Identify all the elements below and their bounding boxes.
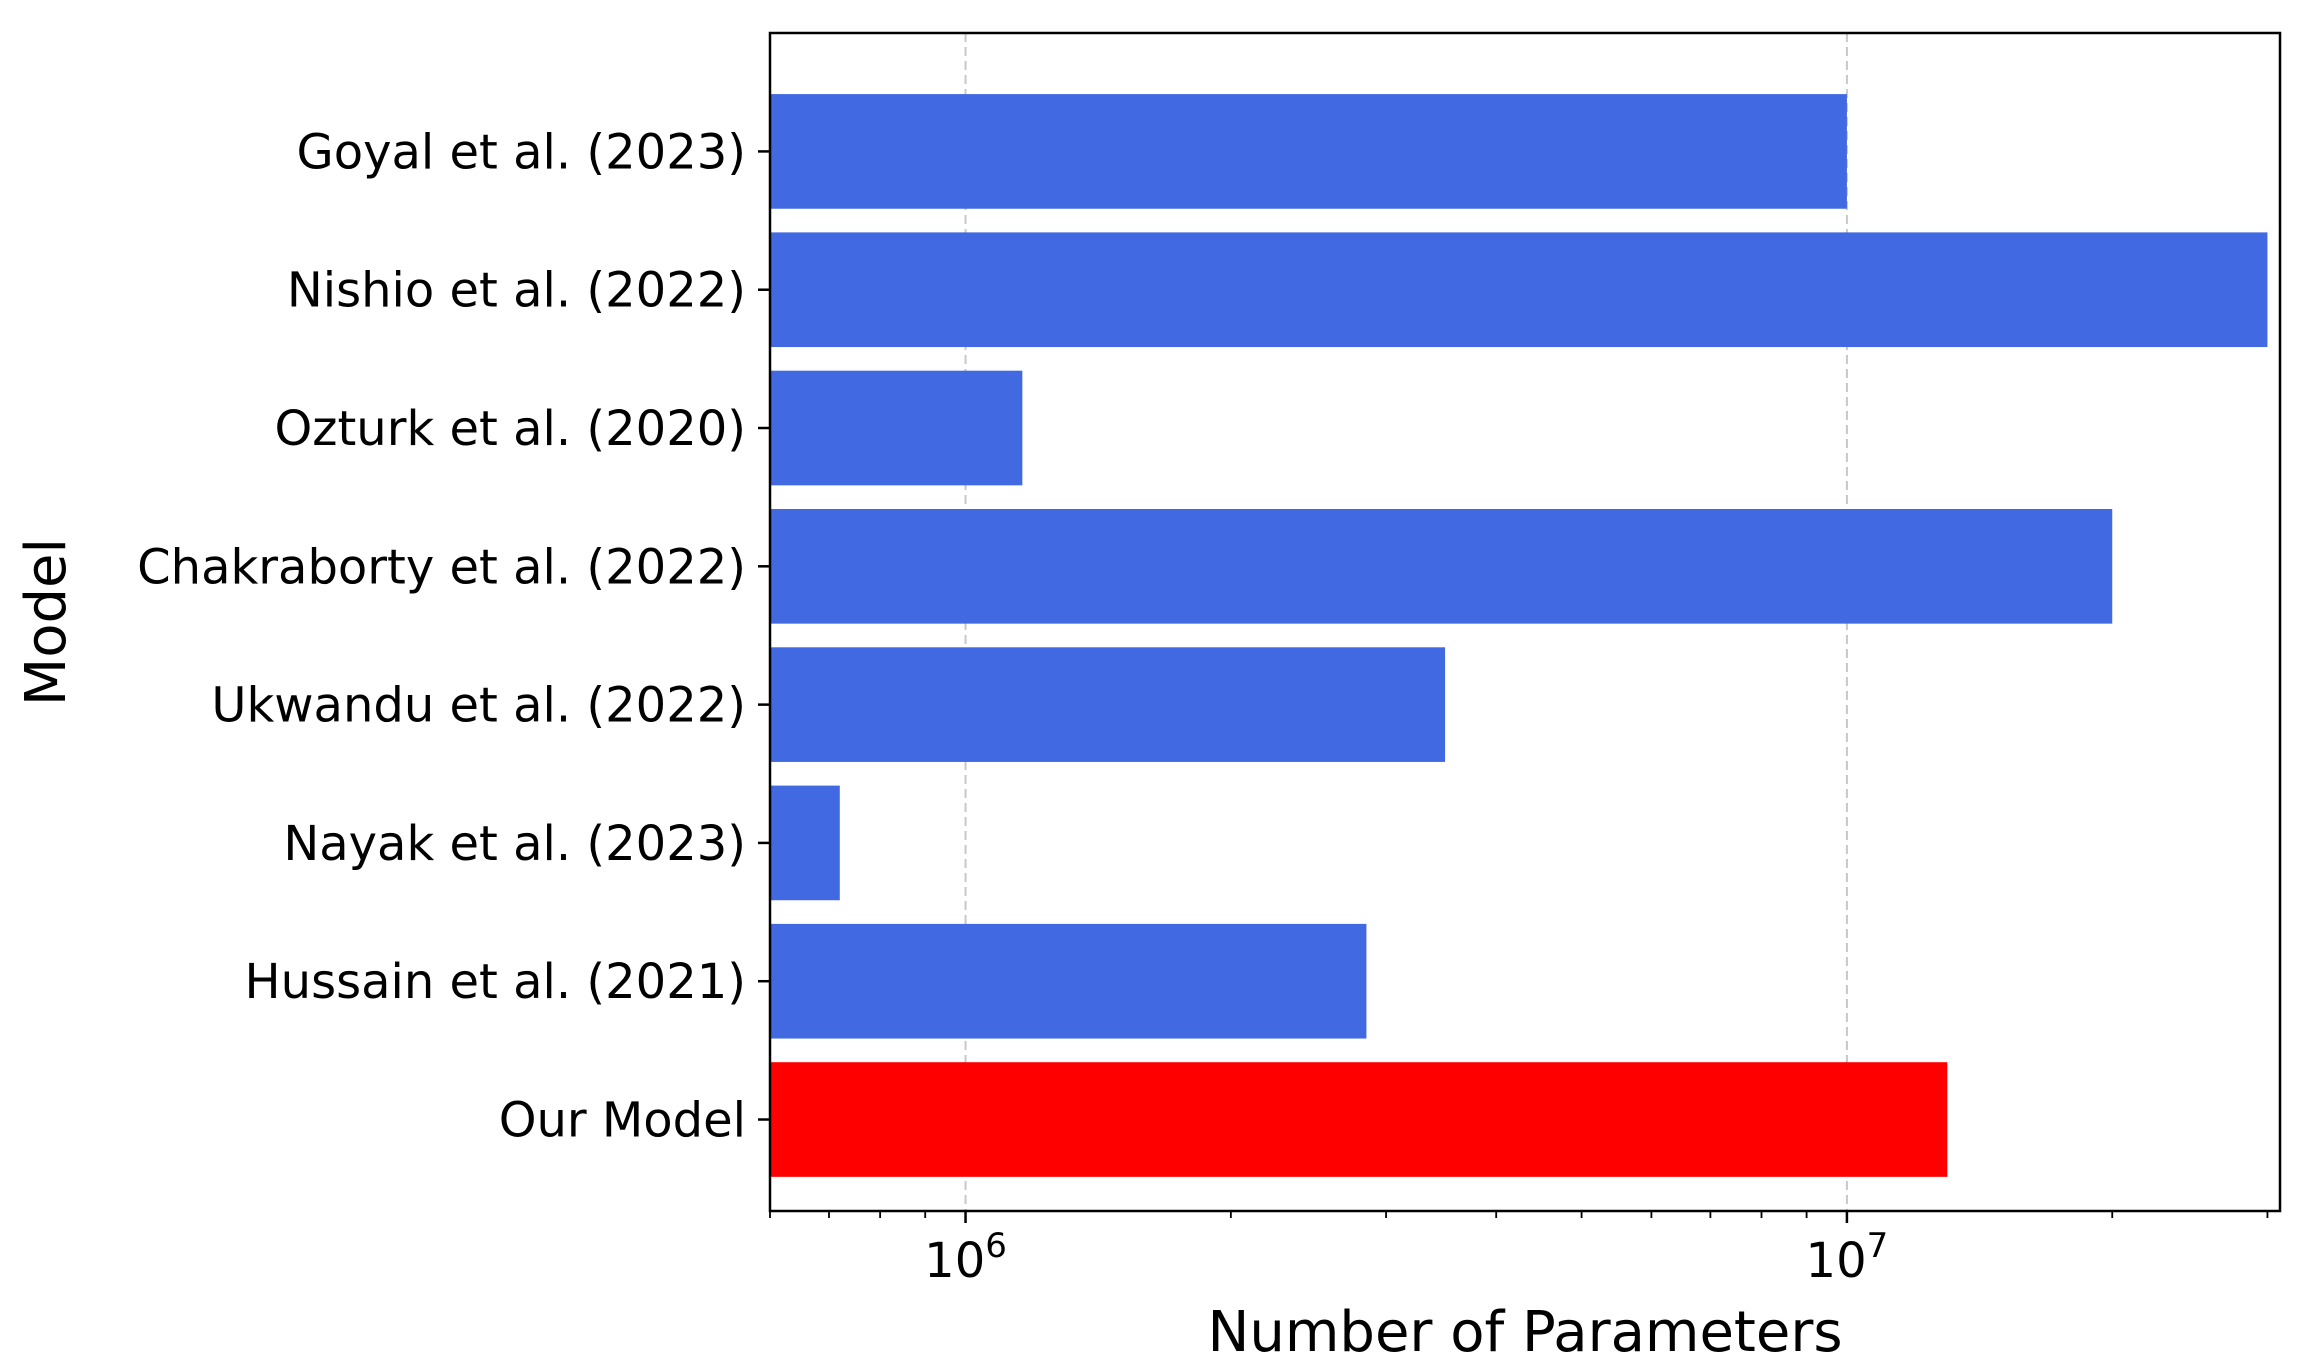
y-tick-label: Nishio et al. (2022) [287, 263, 746, 319]
y-tick-label: Chakraborty et al. (2022) [137, 539, 746, 595]
plot-frame [768, 31, 2282, 1213]
x-axis-title: Number of Parameters [1207, 1300, 1842, 1364]
y-axis-title: Model [14, 538, 79, 706]
x-tick-label: 106 [924, 1226, 1007, 1289]
y-tick-label: Nayak et al. (2023) [283, 816, 746, 872]
y-tick-label: Our Model [499, 1093, 746, 1149]
bar [770, 94, 1847, 209]
bar [770, 370, 1023, 486]
y-tick-label: Goyal et al. (2023) [297, 124, 746, 180]
bar [770, 232, 2268, 348]
bar [770, 1062, 1948, 1177]
y-tick-label: Ozturk et al. (2020) [275, 401, 747, 457]
bar [770, 785, 840, 901]
x-tick-label: 107 [1806, 1226, 1889, 1289]
y-axis-ticks: Goyal et al. (2023) Nishio et al. (2022) O… [137, 124, 770, 1149]
y-tick-label: Ukwandu et al. (2022) [211, 678, 746, 734]
bars [770, 94, 2268, 1177]
bar [770, 647, 1446, 762]
bar [770, 923, 1367, 1039]
bar [770, 508, 2113, 624]
x-axis-ticks: 106 107 [769, 1211, 2269, 1289]
y-tick-label: Hussain et al. (2021) [245, 954, 746, 1010]
